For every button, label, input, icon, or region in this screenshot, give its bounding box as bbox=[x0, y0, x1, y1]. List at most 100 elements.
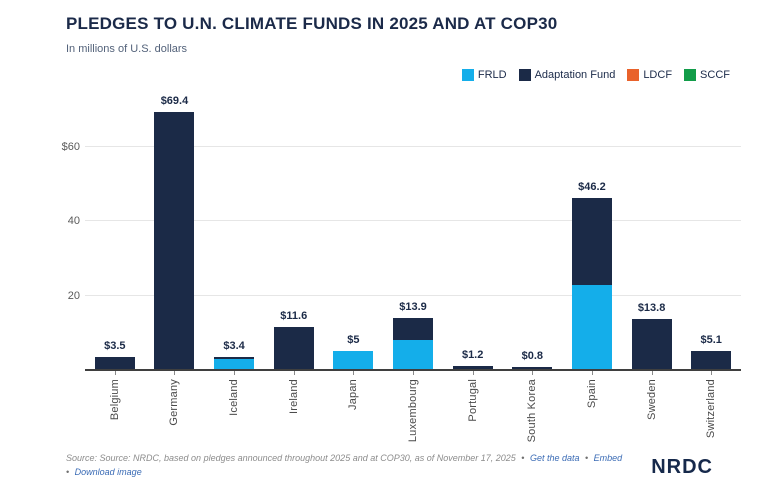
bar-value-label-belgium: $3.5 bbox=[104, 340, 126, 352]
bar-iceland-frld bbox=[214, 358, 255, 370]
footer-link-get-the-data[interactable]: Get the data bbox=[529, 453, 580, 463]
legend-label: FRLD bbox=[477, 69, 507, 81]
bar-value-label-luxembourg: $13.9 bbox=[399, 301, 427, 314]
legend-label: Adaptation Fund bbox=[534, 69, 616, 81]
x-axis-tick bbox=[353, 371, 355, 375]
x-axis-tick bbox=[591, 371, 593, 375]
bar-luxembourg-frld bbox=[393, 340, 434, 370]
x-axis-label-switzerland: Switzerland bbox=[705, 379, 718, 439]
x-axis-label-iceland: Iceland bbox=[228, 379, 241, 416]
bar-column-japan: $5 Japan bbox=[324, 95, 384, 410]
x-axis-label-germany: Germany bbox=[168, 379, 181, 426]
x-axis-label-japan: Japan bbox=[347, 379, 360, 410]
footer-separator: • bbox=[518, 453, 527, 463]
x-axis-tick bbox=[174, 371, 176, 375]
x-axis-label-spain: Spain bbox=[585, 379, 598, 409]
x-axis-tick bbox=[532, 371, 534, 375]
footer-link-download-image[interactable]: Download image bbox=[74, 466, 142, 477]
legend-item-frld: FRLD bbox=[461, 69, 507, 81]
page-subtitle: In millions of U.S. dollars bbox=[66, 43, 188, 55]
bar-spain-frld bbox=[571, 284, 612, 370]
legend-item-adaptation-fund: Adaptation Fund bbox=[518, 69, 616, 81]
bar-value-label-south-korea: $0.8 bbox=[521, 350, 544, 363]
bar-column-ireland: $11.6 Ireland bbox=[264, 95, 324, 414]
legend-item-ldcf: LDCF bbox=[627, 69, 672, 81]
x-label-wrap: Switzerland bbox=[681, 379, 741, 438]
bar-column-iceland: $3.4 Iceland bbox=[204, 95, 264, 416]
footer-link-embed[interactable]: Embed bbox=[593, 453, 623, 463]
bar-japan-frld bbox=[333, 351, 374, 370]
bar-column-spain: $46.2 Spain bbox=[562, 95, 622, 408]
bar-stack-spain bbox=[571, 198, 612, 370]
x-label-wrap: Sweden bbox=[622, 379, 682, 420]
bar-stack-switzerland bbox=[691, 351, 732, 370]
footer-separator: • bbox=[66, 466, 72, 477]
bar-south-korea-adaptation-fund bbox=[512, 367, 553, 370]
bar-value-label-japan: $5 bbox=[347, 334, 360, 347]
x-axis-label-ireland: Ireland bbox=[287, 379, 300, 415]
bar-column-belgium: $3.5 Belgium bbox=[85, 95, 145, 420]
source-text: Source: Source: NRDC, based on pledges a… bbox=[66, 453, 516, 463]
x-axis-tick bbox=[651, 371, 653, 375]
bar-value-label-iceland: $3.4 bbox=[223, 340, 245, 353]
x-label-wrap: Luxembourg bbox=[383, 379, 443, 442]
bar-value-label-ireland: $11.6 bbox=[280, 309, 308, 322]
x-label-wrap: Iceland bbox=[204, 379, 264, 416]
x-label-wrap: Belgium bbox=[85, 379, 145, 420]
bar-stack-germany bbox=[154, 112, 195, 370]
bar-luxembourg-adaptation-fund bbox=[393, 318, 434, 341]
x-axis-label-south-korea: South Korea bbox=[526, 379, 539, 443]
bar-stack-ireland bbox=[273, 326, 314, 370]
gridline-40 bbox=[85, 220, 741, 222]
bar-germany-adaptation-fund bbox=[154, 112, 195, 370]
legend-swatch-sccf bbox=[684, 69, 697, 81]
page-title: PLEDGES TO U.N. CLIMATE FUNDS IN 2025 AN… bbox=[66, 14, 558, 33]
legend-swatch-adaptation-fund bbox=[518, 69, 531, 81]
bar-stack-portugal bbox=[452, 365, 493, 370]
bar-columns: $3.5 Belgium $69.4 Germany $3.4 Iceland $11.6 I… bbox=[85, 95, 741, 442]
bar-stack-luxembourg bbox=[393, 318, 434, 370]
bar-stack-japan bbox=[333, 351, 374, 370]
x-axis-label-luxembourg: Luxembourg bbox=[407, 379, 420, 443]
bar-sweden-adaptation-fund bbox=[631, 318, 672, 370]
x-label-wrap: Japan bbox=[324, 379, 384, 410]
x-axis-label-belgium: Belgium bbox=[108, 379, 121, 421]
bar-value-label-spain: $46.2 bbox=[578, 181, 606, 194]
x-label-wrap: Ireland bbox=[264, 379, 324, 414]
x-axis-tick bbox=[413, 371, 415, 375]
legend-label: LDCF bbox=[643, 69, 673, 81]
ytick-label-60: $60 bbox=[61, 141, 80, 154]
bar-stack-south-korea bbox=[512, 367, 553, 370]
x-label-wrap: Germany bbox=[145, 379, 205, 426]
bar-belgium-adaptation-fund bbox=[94, 357, 135, 370]
ytick-label-40: 40 bbox=[67, 215, 80, 228]
bar-portugal-adaptation-fund bbox=[452, 365, 493, 370]
ytick-label-20: 20 bbox=[67, 289, 80, 302]
legend-swatch-frld bbox=[461, 69, 474, 81]
x-axis-tick bbox=[472, 371, 474, 375]
source-footer: Source: Source: NRDC, based on pledges a… bbox=[66, 452, 626, 479]
bar-ireland-adaptation-fund bbox=[273, 326, 314, 370]
x-axis-tick bbox=[711, 371, 713, 375]
nrdc-logo: NRDC bbox=[651, 456, 713, 478]
bar-value-label-portugal: $1.2 bbox=[461, 348, 484, 361]
bar-column-portugal: $1.2 Portugal bbox=[443, 95, 503, 422]
bar-column-switzerland: $5.1 Switzerland bbox=[681, 95, 741, 438]
bar-switzerland-adaptation-fund bbox=[691, 351, 732, 370]
x-axis-tick bbox=[114, 371, 116, 375]
bar-column-sweden: $13.8 Sweden bbox=[622, 95, 682, 420]
legend-label: SCCF bbox=[700, 69, 730, 81]
x-axis-tick bbox=[293, 371, 295, 375]
legend-swatch-ldcf bbox=[627, 69, 640, 81]
bar-column-south-korea: $0.8 South Korea bbox=[502, 95, 562, 442]
x-axis-line bbox=[85, 369, 741, 371]
bar-stack-belgium bbox=[94, 357, 135, 370]
footer-separator: • bbox=[582, 453, 591, 463]
x-axis-label-sweden: Sweden bbox=[645, 379, 658, 420]
x-axis-tick bbox=[234, 371, 236, 375]
gridline-60 bbox=[85, 146, 741, 148]
bar-stack-sweden bbox=[631, 318, 672, 370]
legend-item-sccf: SCCF bbox=[684, 69, 730, 81]
x-label-wrap: Portugal bbox=[443, 379, 503, 422]
